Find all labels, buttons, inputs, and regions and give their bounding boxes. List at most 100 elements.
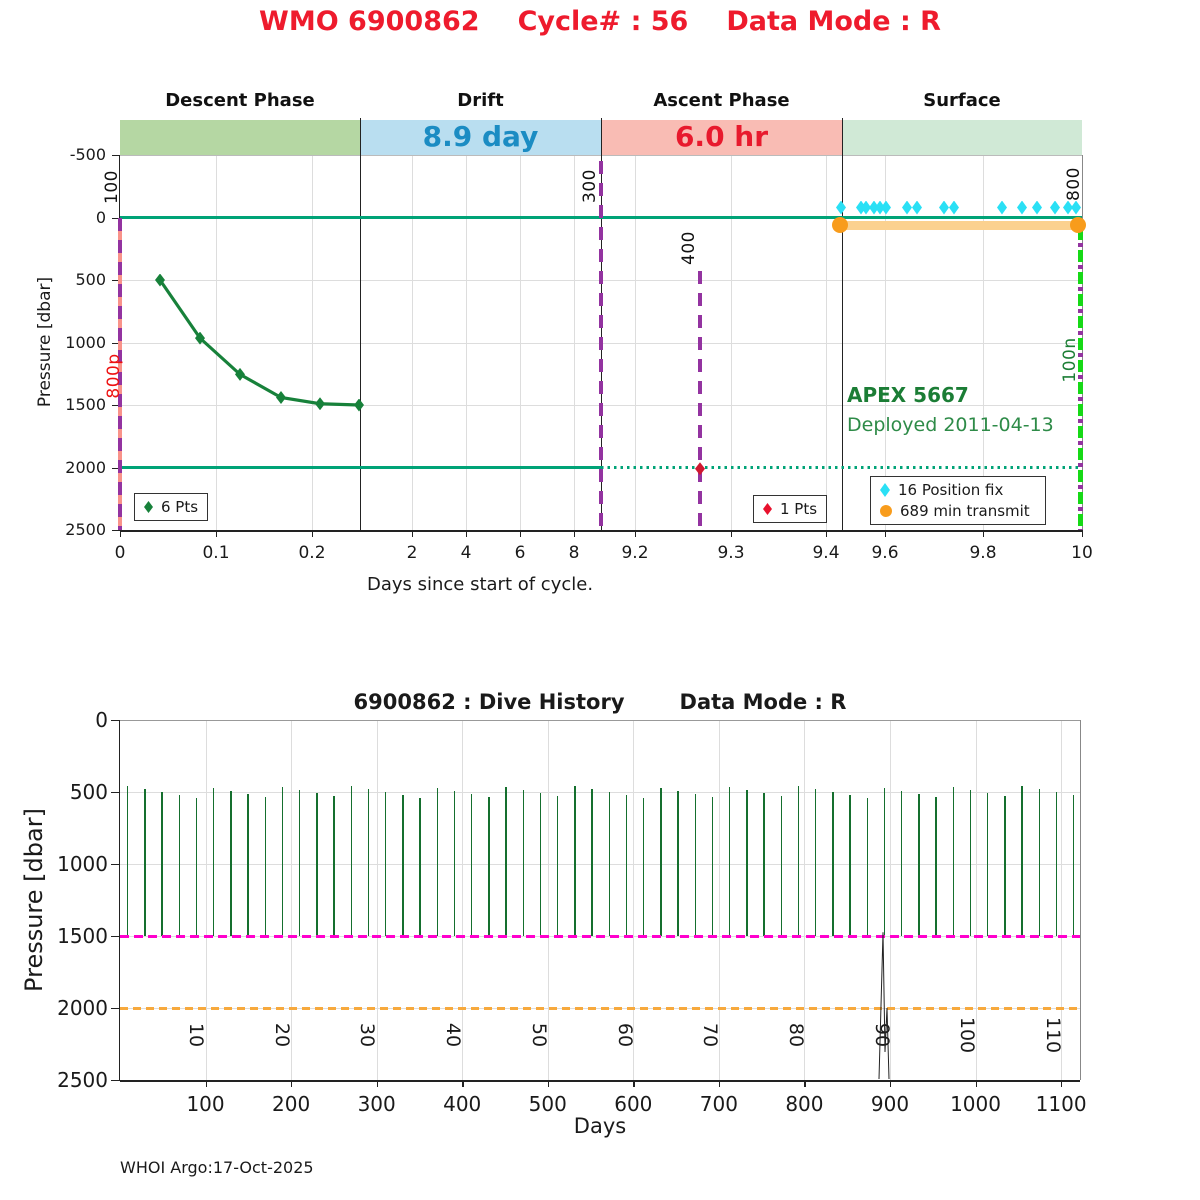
surface-deep-line-dotted xyxy=(601,466,1082,469)
cycle-number-label: 50 xyxy=(527,1022,550,1048)
top-y-axis-label: Pressure [dbar] xyxy=(35,276,55,408)
dive-line xyxy=(178,795,180,936)
tick-label-y: 1500 xyxy=(65,395,106,414)
position-fix-diamond xyxy=(875,200,885,215)
figure-title: WMO 6900862 Cycle# : 56 Data Mode : R xyxy=(0,6,1200,37)
dive-line xyxy=(230,791,232,936)
tick-label-x: 300 xyxy=(357,1092,396,1116)
tick-label-x: 0.1 xyxy=(202,543,230,563)
dive-line xyxy=(539,793,542,936)
dive-line xyxy=(1055,792,1058,936)
phase-band xyxy=(360,120,601,155)
dive-line xyxy=(247,794,249,936)
ascent-point-diamond xyxy=(695,462,705,476)
gridline-x xyxy=(718,720,720,1080)
orange-circle-icon xyxy=(880,505,892,517)
plot-right-spine xyxy=(1080,720,1081,1080)
position-fix-diamond xyxy=(1063,200,1073,215)
cycle-number-label: 30 xyxy=(356,1022,379,1048)
tick-x xyxy=(826,530,828,537)
green-diamond-icon xyxy=(144,501,153,513)
cycle-number-label: 80 xyxy=(784,1022,807,1048)
dive-line xyxy=(195,798,198,936)
tick-x xyxy=(1061,1080,1063,1087)
dive-line xyxy=(918,794,920,936)
position-fix-diamond xyxy=(902,200,912,215)
gridline-x xyxy=(205,720,207,1080)
deployed-date-label: Deployed 2011-04-13 xyxy=(847,414,1054,436)
tick-x xyxy=(312,530,314,537)
phase-label: Surface xyxy=(923,90,1001,111)
descent-point-diamond xyxy=(235,367,245,381)
dive-line xyxy=(522,790,524,936)
profile-pressure-line xyxy=(120,1006,1080,1010)
tick-label-y: 1000 xyxy=(65,332,106,352)
dive-line xyxy=(1021,786,1023,936)
mission-parameter-label: 800p xyxy=(104,353,124,399)
dive-line xyxy=(367,789,370,936)
tick-label-x: 600 xyxy=(614,1092,653,1116)
transmit-band xyxy=(840,221,1078,230)
footer-credit: WHOI Argo:17-Oct-2025 xyxy=(120,1158,314,1177)
position-fix-diamond xyxy=(861,200,871,215)
dive-line xyxy=(557,796,559,936)
tick-label-x: 100 xyxy=(186,1092,225,1116)
dive-line xyxy=(127,786,129,936)
dive-line xyxy=(299,790,301,936)
tick-y xyxy=(111,864,120,866)
dive-line xyxy=(660,788,662,936)
gridline-x xyxy=(376,720,378,1080)
dive-history-title-left: 6900862 : Dive History xyxy=(353,690,625,714)
position-fix-diamond xyxy=(1032,200,1042,215)
tick-label-x: 0 xyxy=(114,543,126,563)
position-fix-diamond xyxy=(949,200,959,215)
tick-y xyxy=(112,217,120,219)
tick-label-y: 500 xyxy=(75,270,106,289)
tick-x xyxy=(216,530,218,537)
cycle-number-label: 110 xyxy=(1042,1016,1064,1054)
dive-line xyxy=(780,796,782,936)
red-diamond-icon xyxy=(763,503,772,515)
tick-label-x: 500 xyxy=(528,1092,567,1116)
position-fix-diamond xyxy=(1071,200,1081,215)
dive-line xyxy=(161,792,163,936)
dive-line xyxy=(625,795,628,936)
plot-top-border xyxy=(120,720,1080,721)
dive-line xyxy=(505,787,507,936)
tick-x xyxy=(462,1080,464,1087)
tick-x xyxy=(804,1080,806,1087)
position-fix-diamond xyxy=(1017,200,1027,215)
tick-label-x: 900 xyxy=(870,1092,910,1116)
dive-line xyxy=(952,787,954,936)
tick-x xyxy=(983,530,985,537)
bottom-y-axis-label: Pressure [dbar] xyxy=(20,808,48,992)
dive-line xyxy=(385,792,387,936)
legend-position-fix-label: 16 Position fix xyxy=(898,481,1004,499)
tick-label-x: 1000 xyxy=(950,1092,1001,1116)
tick-label-y: 1000 xyxy=(57,852,108,876)
dive-line xyxy=(797,786,800,936)
tick-y xyxy=(111,720,120,722)
dive-line xyxy=(729,787,731,936)
mission-parameter-line xyxy=(118,217,122,530)
mission-parameter-label: 800 xyxy=(1064,167,1084,201)
tick-label-x: 9.3 xyxy=(717,543,745,563)
tick-label-x: 9.2 xyxy=(621,543,649,563)
panel-boundary xyxy=(842,118,843,530)
legend-ascent-points: 1 Pts xyxy=(753,495,828,523)
tick-x xyxy=(885,530,887,537)
tick-y xyxy=(112,467,120,469)
dive-line xyxy=(419,798,421,936)
gridline-y xyxy=(120,1008,1080,1009)
dive-line xyxy=(453,791,456,936)
gridline-x xyxy=(1061,720,1063,1080)
mission-parameter-line xyxy=(1077,227,1083,530)
tick-y xyxy=(111,936,120,938)
dive-line xyxy=(832,792,834,936)
phase-band xyxy=(842,120,1082,155)
cyan-diamond-icon xyxy=(880,483,890,497)
dive-line xyxy=(333,796,335,936)
tick-y xyxy=(112,155,120,157)
phase-band xyxy=(120,120,360,155)
dive-line xyxy=(213,788,215,936)
